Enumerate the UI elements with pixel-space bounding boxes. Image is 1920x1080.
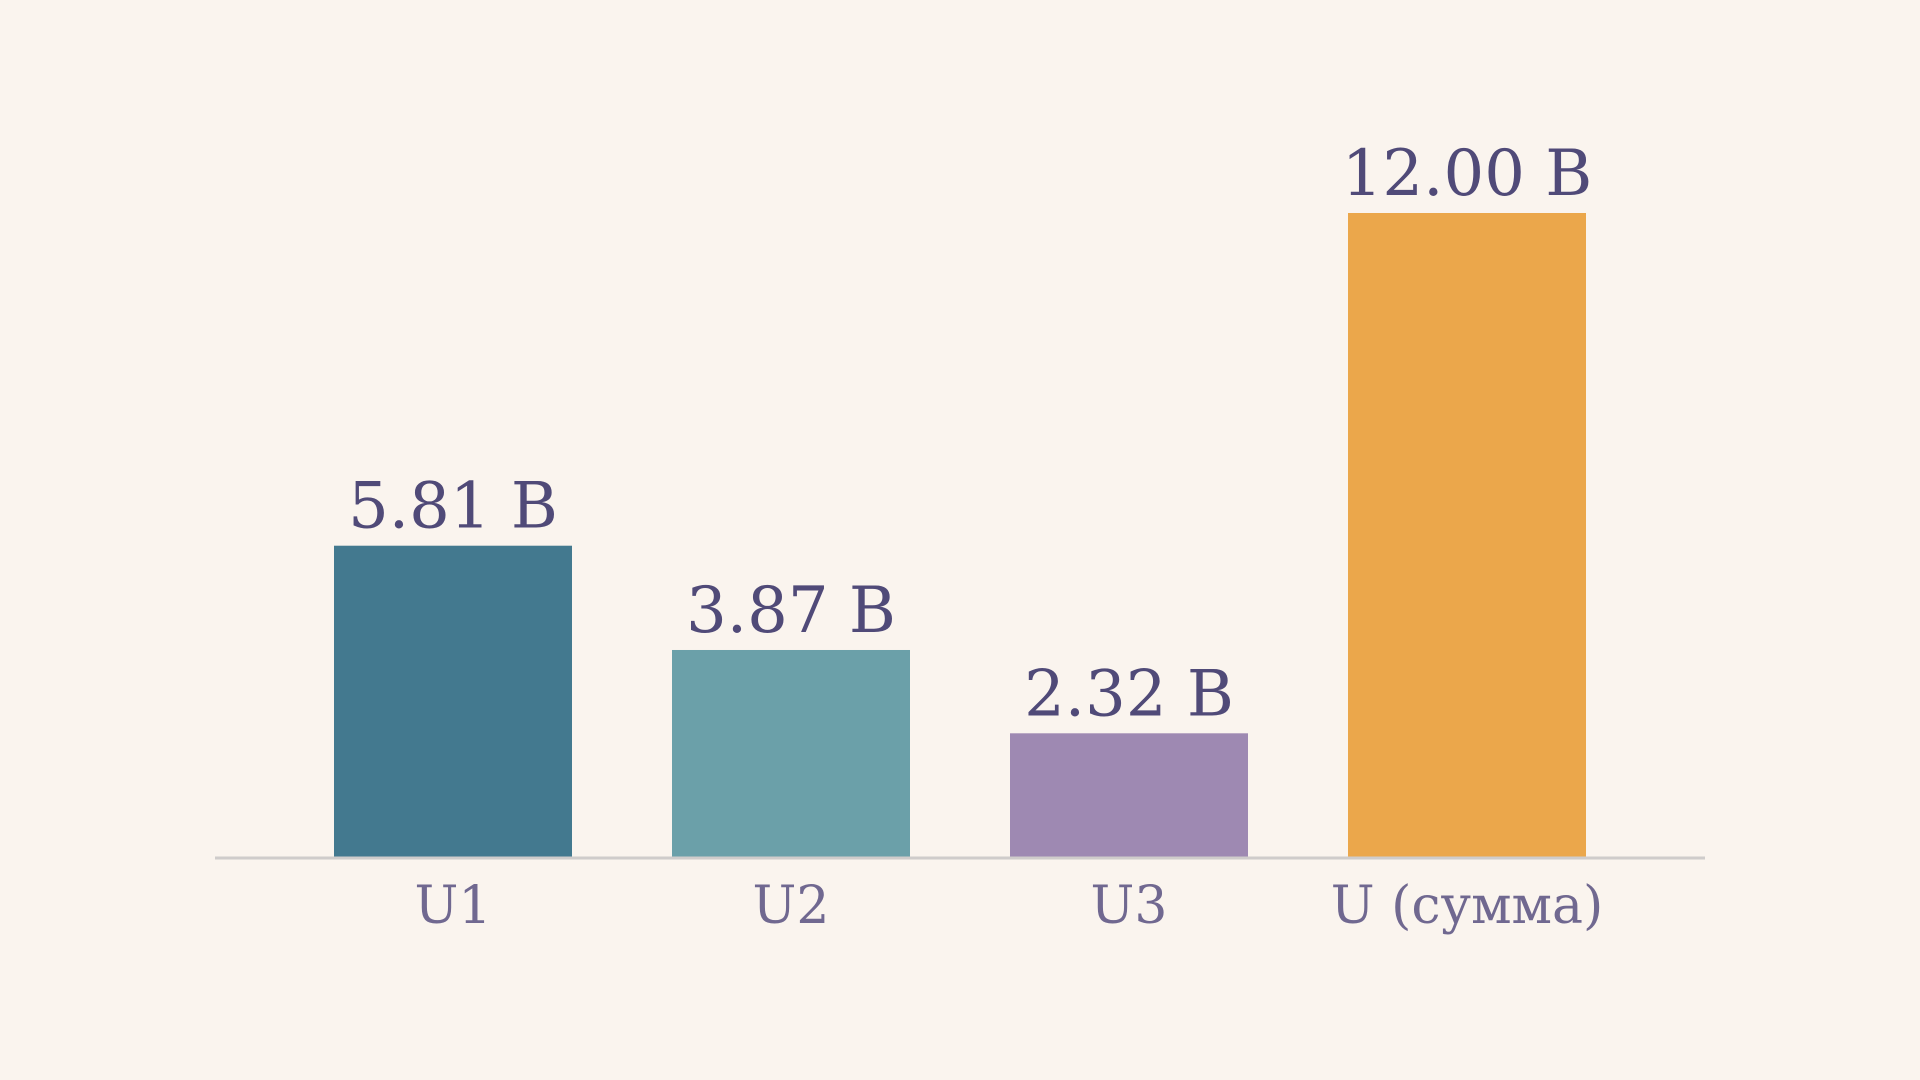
bar-1	[334, 545, 572, 858]
category-labels-group: U1 U2 U3 U (сумма)	[415, 876, 1604, 936]
bar-value-label: 12.00 В	[1342, 137, 1593, 211]
bar-value-label: 3.87 В	[686, 574, 896, 648]
category-tick-label: U3	[1091, 876, 1168, 936]
category-tick-label: U1	[415, 876, 492, 936]
category-tick-label: U (сумма)	[1331, 876, 1604, 936]
bar-value-label: 2.32 В	[1024, 657, 1234, 731]
bar-2	[672, 649, 910, 858]
bar-4	[1348, 213, 1586, 858]
bars-group	[334, 213, 1586, 858]
bar-value-label: 5.81 В	[348, 470, 558, 544]
value-labels-group: 5.81 В 3.87 В 2.32 В 12.00 В	[348, 137, 1592, 731]
category-tick-label: U2	[753, 876, 830, 936]
bar-3	[1010, 733, 1248, 858]
